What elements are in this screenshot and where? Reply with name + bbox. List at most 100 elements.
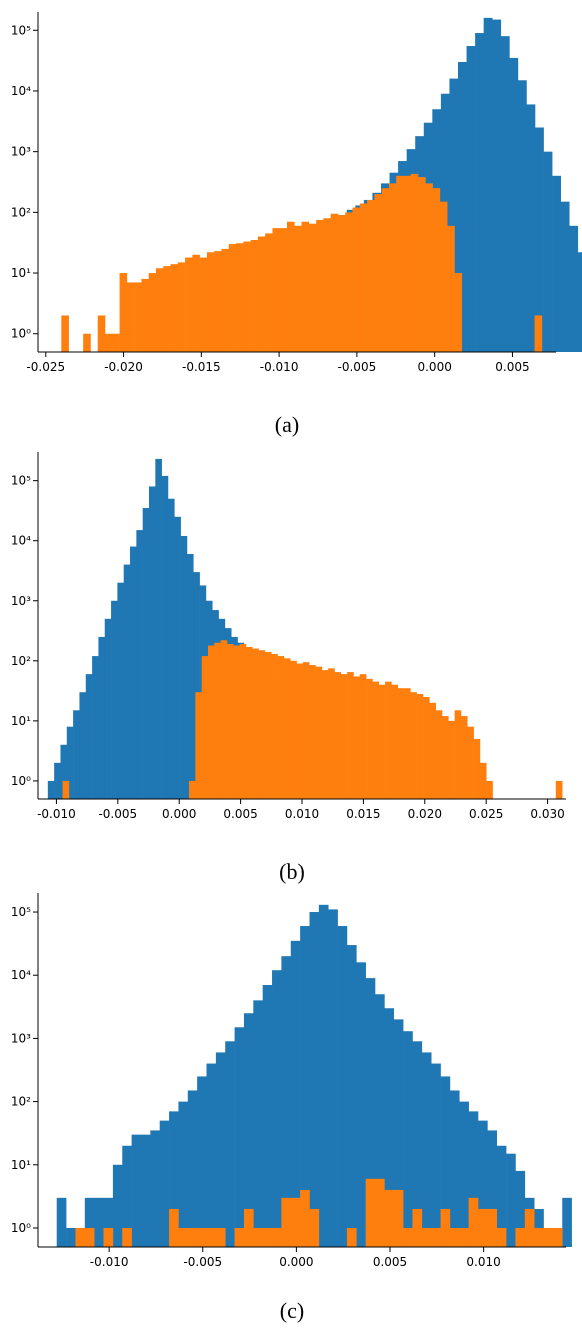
y-tick-label: 10⁴ [11, 534, 31, 548]
bar-blue-32 [560, 201, 570, 352]
bar-orange-47 [515, 1227, 526, 1247]
bar-blue-6 [112, 1164, 123, 1247]
x-tick-label: 0.010 [466, 1255, 500, 1269]
bar-orange-48 [410, 173, 419, 352]
bar-blue-19 [449, 78, 459, 352]
bar-orange-5 [122, 1227, 132, 1247]
bar-orange-50 [543, 1227, 554, 1247]
bar-orange-39 [440, 1208, 451, 1247]
bar-orange-47 [359, 674, 367, 799]
bar-blue-31 [552, 175, 561, 352]
bar-blue-11 [117, 582, 124, 799]
bar-orange-42 [367, 199, 375, 352]
x-tick-label: -0.010 [90, 1255, 129, 1269]
bar-blue-5 [79, 692, 87, 799]
bar-blue-28 [526, 104, 536, 353]
bar-orange-26 [250, 240, 259, 352]
panel-a: -0.025 -0.020 -0.015 -0.010 -0.005 0.000 0.005… [11, 12, 582, 437]
bar-orange-26 [226, 644, 234, 799]
bar-blue-38 [412, 1041, 423, 1247]
bar-blue-47 [496, 1145, 507, 1247]
bar-orange-29 [346, 1227, 357, 1247]
bar-blue-9 [140, 1134, 151, 1247]
bar-orange-36 [290, 660, 297, 799]
bar-blue-20 [458, 62, 467, 352]
bar-orange-56 [416, 694, 424, 799]
bar-orange-44 [340, 674, 348, 799]
bar-orange-59 [435, 710, 443, 799]
bar-orange-41 [359, 203, 368, 352]
bar-blue-1 [66, 1227, 76, 1247]
bar-orange-33 [384, 1189, 395, 1247]
panel-caption: (b) [279, 859, 305, 884]
bar-blue-44 [468, 1111, 479, 1247]
panel-c: -0.010 -0.005 0.000 0.005 0.010 10⁰ 10¹ 10² 10³ 1… [11, 893, 572, 1323]
bar-orange-55 [410, 692, 417, 799]
bar-orange-35 [316, 219, 324, 352]
bar-orange-40 [352, 207, 361, 352]
bar-blue-49 [515, 1170, 526, 1247]
bar-orange-12 [187, 1227, 198, 1247]
bar-orange-21 [272, 1227, 282, 1247]
bar-orange-33 [271, 653, 278, 799]
bar-blue-0 [47, 780, 55, 799]
bar-blue-26 [509, 57, 519, 352]
bar-orange-51 [552, 1227, 563, 1247]
x-tick-label: -0.010 [260, 360, 299, 374]
bar-orange-40 [449, 1227, 460, 1247]
bar-orange-35 [403, 1227, 413, 1247]
x-tick-label: 0.015 [346, 807, 380, 821]
bar-orange-22 [221, 248, 230, 352]
bar-orange-19 [199, 257, 208, 352]
bar-blue-29 [535, 127, 544, 352]
bar-orange-28 [239, 644, 247, 799]
bar-orange-60 [441, 716, 449, 799]
y-tick-label: 10⁴ [11, 84, 31, 98]
bar-orange-66 [479, 762, 487, 799]
bar-orange-57 [423, 696, 430, 799]
bar-orange-31 [287, 221, 295, 352]
bar-orange-30 [279, 228, 288, 352]
y-tick-label: 10⁰ [11, 327, 31, 341]
bar-blue-17 [215, 1052, 226, 1247]
bar-blue-48 [506, 1153, 516, 1247]
panel-b: -0.010 -0.005 0.000 0.005 0.010 0.015 0.020 0.0… [11, 452, 566, 884]
bar-orange-52 [391, 684, 399, 799]
bar-orange-48 [524, 1208, 535, 1247]
bar-blue-9 [104, 618, 112, 799]
bar-blue-33 [569, 225, 579, 352]
bar-orange-63 [460, 716, 468, 799]
bar-orange-21 [214, 251, 222, 352]
x-tick-label: -0.015 [182, 360, 221, 374]
bar-orange-49 [418, 177, 426, 352]
bar-blue-7 [92, 656, 99, 799]
x-tick-label: -0.005 [98, 807, 137, 821]
bar-blue-13 [178, 1101, 189, 1247]
bar-orange-50 [425, 183, 433, 352]
bar-blue-54 [562, 1197, 572, 1247]
bar-orange-48 [366, 678, 373, 799]
bar-orange-37 [421, 1227, 432, 1247]
bar-blue-4 [73, 710, 80, 799]
y-tick-label: 10¹ [11, 1158, 31, 1172]
bar-blue-16 [206, 1063, 217, 1247]
bar-orange-23 [228, 244, 237, 352]
y-tick-label: 10⁵ [11, 23, 31, 37]
bar-orange-24 [214, 642, 221, 799]
bar-orange-42 [468, 1197, 479, 1247]
y-tick-label: 10⁵ [11, 474, 31, 488]
bar-blue-12 [123, 564, 131, 799]
bar-blue-34 [577, 252, 582, 352]
bar-orange-50 [378, 684, 386, 799]
bar-blue-17 [155, 458, 162, 799]
bar-orange-13 [155, 268, 164, 352]
bar-orange-67 [486, 780, 493, 799]
bar-orange-64 [467, 726, 474, 799]
bar-blue-14 [136, 530, 143, 799]
bar-blue-23 [272, 970, 282, 1247]
bar-blue-14 [187, 1090, 198, 1247]
bar-orange-39 [345, 212, 353, 352]
bar-orange-37 [296, 663, 304, 799]
bar-orange-58 [429, 702, 436, 799]
bar-orange-14 [163, 266, 171, 352]
